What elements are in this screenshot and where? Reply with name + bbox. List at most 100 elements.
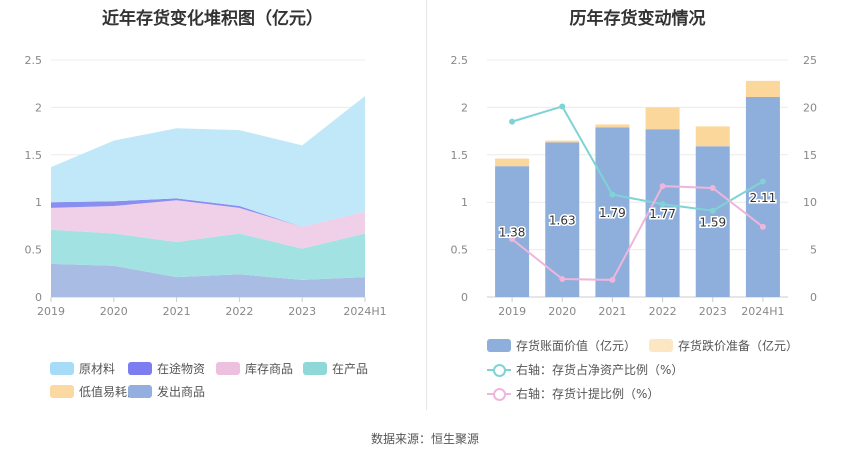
point-impairment-ratio [759, 223, 766, 230]
point-impairment-ratio [509, 236, 516, 243]
area-发出商品 [51, 263, 365, 297]
point-impairment-ratio [609, 276, 616, 283]
y-tick-label: 0 [461, 291, 468, 304]
bar-inventory-value [645, 129, 680, 297]
point-inventory-to-net-assets [509, 118, 516, 125]
data-source: 数据来源：恒生聚源 [370, 432, 479, 446]
legend-swatch [216, 362, 240, 375]
y-tick-label: 1.5 [25, 149, 43, 162]
x-tick-label: 2019 [37, 305, 65, 318]
legend-swatch [303, 362, 327, 375]
x-tick-label: 2020 [548, 305, 576, 318]
legend-swatch [487, 339, 511, 352]
legend-label: 在途物资 [157, 362, 206, 376]
bar-impairment-reserve [545, 140, 580, 143]
legend-item[interactable]: 在途物资 [128, 360, 205, 377]
line-impairment-ratio [511, 185, 764, 281]
y-tick-label: 1 [461, 196, 468, 209]
bar-impairment-reserve [745, 80, 780, 97]
x-tick-label: 2019 [498, 305, 526, 318]
x-tick-label: 2020 [100, 305, 128, 318]
x-tick-label: 2024H1 [741, 305, 784, 318]
y2-tick-label: 10 [803, 196, 817, 209]
point-inventory-to-net-assets [609, 191, 616, 198]
legend-swatch [487, 363, 511, 377]
stacked-area-panel: 近年存货变化堆积图（亿元） 0 0.5 1 1.5 2 2.5 2019 2020 2021 20… [0, 0, 425, 410]
y-tick-label: 1.5 [451, 149, 469, 162]
legend-item[interactable]: 右轴：存货计提比例（%） [487, 385, 659, 402]
bar-line-chart: 0 0.5 1 1.5 2 2.5 0 5 10 15 20 25 2019 2020 2021 2022 20… [451, 54, 818, 318]
x-tick-label: 2023 [288, 305, 316, 318]
legend-item[interactable]: 在产品 [303, 360, 368, 377]
x-tick-label: 2022 [225, 305, 253, 318]
legend-label: 原材料 [79, 362, 116, 376]
legend-swatch [50, 385, 74, 398]
point-inventory-to-net-assets [659, 201, 666, 208]
legend-item[interactable]: 存货跌价准备（亿元） [649, 337, 798, 354]
y-tick-label: 0.5 [451, 244, 469, 257]
point-impairment-ratio [659, 183, 666, 190]
x-tick-label: 2021 [598, 305, 626, 318]
y-tick-label: 0.5 [25, 244, 43, 257]
bar-impairment-reserve [495, 158, 530, 167]
legend-label: 低值易耗品 [79, 385, 140, 399]
point-inventory-to-net-assets [759, 178, 766, 185]
legend-item[interactable]: 存货账面价值（亿元） [487, 337, 636, 354]
bar-data-label: 1.63 [549, 214, 576, 228]
bar-inventory-value [695, 146, 730, 297]
legend-marker [493, 388, 506, 401]
area-在产品 [51, 229, 365, 280]
legend-swatch [649, 339, 673, 352]
y-tick-label: 0 [35, 291, 42, 304]
y2-tick-label: 25 [803, 54, 817, 67]
legend-swatch [487, 387, 511, 401]
bar-inventory-value [745, 96, 780, 297]
y2-tick-label: 5 [810, 244, 817, 257]
bar-data-label: 1.79 [599, 206, 626, 220]
bar-data-label: 2.11 [750, 191, 777, 205]
y-tick-label: 2 [35, 101, 42, 114]
area-库存商品 [51, 200, 365, 249]
point-impairment-ratio [709, 184, 716, 191]
legend-swatch [50, 362, 74, 375]
y-tick-label: 2.5 [25, 54, 43, 67]
line-inventory-to-net-assets [511, 105, 764, 212]
legend-swatch [128, 385, 152, 398]
x-tick-label: 2022 [649, 305, 677, 318]
bar-impairment-reserve [595, 124, 630, 128]
legend-label: 在产品 [332, 362, 369, 376]
left-chart-title: 近年存货变化堆积图（亿元） [102, 9, 323, 29]
bar-inventory-value [595, 127, 630, 297]
bar-line-panel: 历年存货变动情况 0 0.5 1 1.5 2 2.5 0 5 10 15 20 25 2019 2020 2… [425, 0, 850, 410]
area-原材料 [51, 96, 365, 227]
legend-label: 存货账面价值（亿元） [516, 339, 637, 353]
legend-item[interactable]: 库存商品 [216, 360, 293, 377]
x-tick-label: 2021 [163, 305, 191, 318]
legend-label: 发出商品 [157, 385, 206, 399]
legend-label: 右轴：存货占净资产比例（%） [516, 363, 684, 377]
legend-marker [493, 364, 506, 377]
x-tick-label: 2024H1 [343, 305, 386, 318]
panel-divider [426, 0, 427, 410]
point-inventory-to-net-assets [559, 103, 566, 110]
legend-item[interactable]: 低值易耗品 [50, 383, 139, 400]
bar-inventory-value [495, 166, 530, 297]
legend-item[interactable]: 右轴：存货占净资产比例（%） [487, 361, 683, 378]
bar-impairment-reserve [695, 126, 730, 147]
x-tick-label: 2023 [699, 305, 727, 318]
legend-item[interactable]: 原材料 [50, 360, 115, 377]
y-tick-label: 1 [35, 196, 42, 209]
point-impairment-ratio [559, 275, 566, 282]
legend-label: 库存商品 [245, 362, 294, 376]
right-chart-title: 历年存货变动情况 [569, 9, 706, 29]
legend-item[interactable]: 发出商品 [128, 383, 205, 400]
y-tick-label: 2 [461, 101, 468, 114]
y2-tick-label: 20 [803, 101, 817, 114]
legend-label: 存货跌价准备（亿元） [678, 339, 799, 353]
y-tick-label: 2.5 [451, 54, 469, 67]
y2-tick-label: 15 [803, 149, 817, 162]
bar-data-label: 1.38 [499, 226, 526, 240]
stacked-area-chart: 0 0.5 1 1.5 2 2.5 2019 2020 2021 2022 2023 2024H1 [25, 54, 387, 318]
y2-tick-label: 0 [810, 291, 817, 304]
point-inventory-to-net-assets [709, 207, 716, 214]
